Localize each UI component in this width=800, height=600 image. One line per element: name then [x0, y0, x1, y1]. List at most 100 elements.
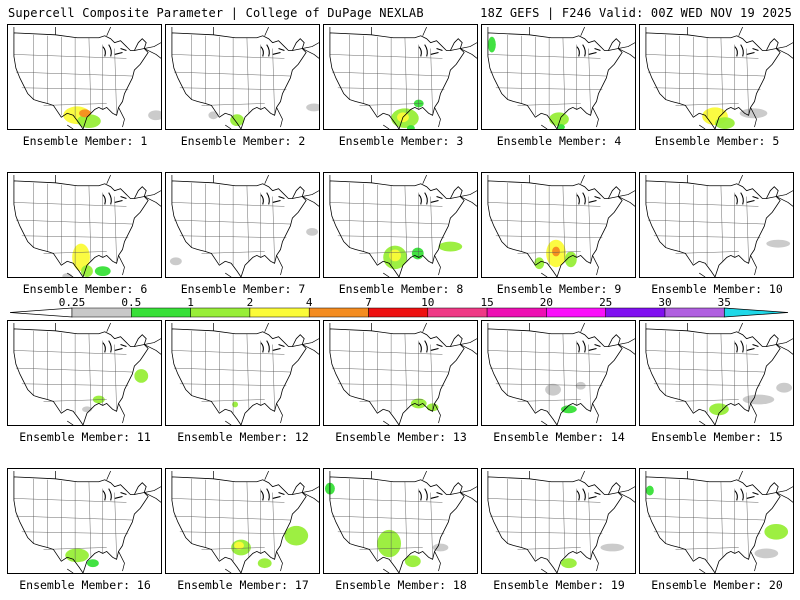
- colorbar-tick-label: 35: [718, 296, 731, 309]
- scp-contour-area: [208, 111, 219, 120]
- great-lakes: [734, 192, 759, 205]
- canada-border: [13, 470, 161, 503]
- scp-contour-area: [148, 110, 161, 121]
- scp-contour-area: [645, 485, 654, 496]
- scp-contour-area: [764, 523, 789, 540]
- coastline: [13, 476, 149, 573]
- colorbar-segment: [605, 307, 666, 318]
- map-16: [13, 470, 161, 573]
- colorbar-tick-label: 7: [365, 296, 372, 309]
- state-borders: [329, 182, 449, 266]
- ensemble-member-label: Ensemble Member: 19: [493, 578, 625, 592]
- gulf-coast: [67, 403, 125, 425]
- gulf-coast: [225, 107, 283, 129]
- great-lakes: [418, 488, 443, 501]
- scp-contour-area: [232, 401, 239, 408]
- map-13: [329, 322, 477, 425]
- canada-border: [329, 322, 477, 355]
- ensemble-map-7: [165, 172, 320, 278]
- colorbar-tick-label: 25: [599, 296, 612, 309]
- gulf-coast: [383, 107, 441, 129]
- scp-contour-area: [79, 109, 91, 118]
- ensemble-map-18: [323, 468, 478, 574]
- scp-contour-area: [94, 266, 111, 277]
- ensemble-map-11: [7, 320, 162, 426]
- map-11: [13, 322, 161, 425]
- canada-border: [487, 470, 635, 503]
- gulf-coast: [541, 403, 599, 425]
- ensemble-member-label: Ensemble Member: 15: [651, 430, 783, 444]
- coastline: [645, 32, 781, 129]
- map-3: [329, 26, 477, 129]
- map-4: [487, 26, 635, 129]
- colorbar-segment: [190, 307, 251, 318]
- great-lakes: [102, 340, 127, 353]
- ensemble-member-label: Ensemble Member: 6: [22, 282, 148, 296]
- ensemble-member-label: Ensemble Member: 2: [180, 134, 306, 148]
- ensemble-member-label: Ensemble Member: 18: [335, 578, 467, 592]
- gulf-coast: [383, 255, 441, 277]
- map-17: [171, 470, 319, 573]
- state-borders: [13, 182, 133, 266]
- scp-contour-area: [377, 529, 401, 558]
- map-20: [645, 470, 793, 573]
- scp-contour-area: [545, 383, 561, 396]
- ensemble-member-label: Ensemble Member: 3: [338, 134, 464, 148]
- gulf-coast: [541, 551, 599, 573]
- state-borders: [645, 330, 765, 414]
- ensemble-member-label: Ensemble Member: 10: [651, 282, 783, 296]
- state-borders: [13, 478, 133, 562]
- scp-contour-area: [549, 112, 569, 127]
- canada-border: [487, 26, 635, 59]
- great-lakes: [576, 488, 601, 501]
- scp-contour-area: [404, 555, 421, 568]
- great-lakes: [260, 340, 285, 353]
- scp-contour-area: [754, 548, 779, 559]
- state-borders: [487, 34, 607, 118]
- canada-border: [329, 26, 477, 59]
- great-lakes: [260, 44, 285, 57]
- gulf-coast: [67, 107, 125, 129]
- scp-contour-area: [564, 251, 577, 268]
- coastline: [171, 180, 307, 277]
- ensemble-map-9: [481, 172, 636, 278]
- coastline: [329, 476, 465, 573]
- header-title: Supercell Composite Parameter | College …: [8, 6, 424, 20]
- state-borders: [171, 182, 291, 266]
- scp-contour-area: [406, 125, 415, 129]
- state-borders: [329, 478, 449, 562]
- scp-contour-area: [65, 548, 89, 563]
- gulf-coast: [541, 255, 599, 277]
- map-8: [329, 174, 477, 277]
- scp-contour-area: [600, 543, 625, 552]
- colorbar-right-arrow: [723, 307, 789, 318]
- ensemble-map-20: [639, 468, 794, 574]
- gulf-coast: [383, 403, 441, 425]
- map-2: [171, 26, 319, 129]
- colorbar-segment: [546, 307, 606, 318]
- ensemble-map-19: [481, 468, 636, 574]
- gulf-coast: [383, 551, 441, 573]
- coastline: [487, 328, 623, 425]
- map-18: [324, 470, 477, 573]
- ensemble-map-16: [7, 468, 162, 574]
- great-lakes: [734, 488, 759, 501]
- colorbar-tick-label: 0.25: [59, 296, 86, 309]
- ensemble-member-label: Ensemble Member: 4: [496, 134, 622, 148]
- map-10: [645, 174, 793, 277]
- ensemble-map-13: [323, 320, 478, 426]
- gulf-coast: [67, 255, 125, 277]
- coastline: [645, 476, 781, 573]
- coastline: [329, 328, 465, 425]
- map-19: [487, 470, 635, 573]
- ensemble-member-label: Ensemble Member: 17: [177, 578, 309, 592]
- gulf-coast: [67, 551, 125, 573]
- gulf-coast: [225, 551, 283, 573]
- canada-border: [645, 322, 793, 355]
- canada-border: [13, 322, 161, 355]
- map-9: [487, 174, 635, 277]
- scp-contour-area: [776, 382, 793, 393]
- ensemble-map-10: [639, 172, 794, 278]
- state-borders: [645, 478, 765, 562]
- colorbar-tick-label: 10: [421, 296, 434, 309]
